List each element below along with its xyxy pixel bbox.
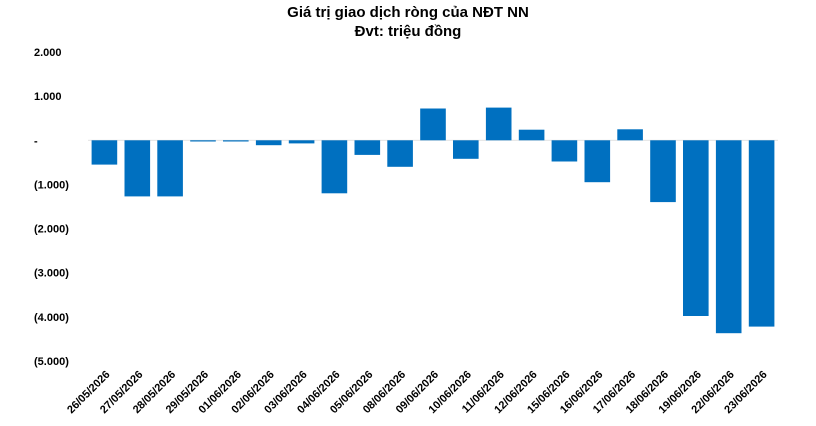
y-tick-label: (2.000): [34, 224, 69, 236]
bar: [321, 140, 348, 194]
bar: [91, 140, 118, 165]
bar: [485, 107, 512, 141]
bar: [255, 140, 282, 146]
bar: [518, 129, 545, 141]
bar: [420, 108, 446, 141]
bar: [124, 140, 151, 197]
bar: [683, 140, 709, 316]
y-tick-label: (4.000): [34, 312, 69, 324]
y-tick-label: (1.000): [34, 179, 69, 191]
y-axis: 2.000 1.000 - (1.000) (2.000) (3.000) (4.000) (…: [34, 47, 69, 368]
y-tick-label: (3.000): [34, 268, 69, 280]
bar: [715, 140, 742, 334]
bar: [650, 140, 676, 203]
x-axis: 26/05/202627/05/202628/05/202629/05/2026…: [65, 369, 770, 416]
chart-subtitle: Đvt: triệu đồng: [355, 23, 462, 40]
bar: [617, 129, 643, 141]
bar: [584, 140, 611, 183]
bar: [223, 140, 249, 142]
bar: [354, 140, 381, 155]
bar: [288, 140, 315, 144]
bar: [453, 140, 479, 159]
y-tick-label: -: [34, 135, 38, 147]
bar: [551, 140, 578, 162]
y-tick-label: (5.000): [34, 356, 69, 368]
bar: [387, 140, 413, 167]
bar: [190, 140, 216, 142]
bar: [157, 140, 183, 197]
y-tick-label: 2.000: [34, 47, 62, 59]
chart-title: Giá trị giao dịch ròng của NĐT NN: [287, 4, 529, 21]
bar: [748, 140, 775, 327]
bars: [88, 107, 778, 334]
y-tick-label: 1.000: [34, 91, 62, 103]
